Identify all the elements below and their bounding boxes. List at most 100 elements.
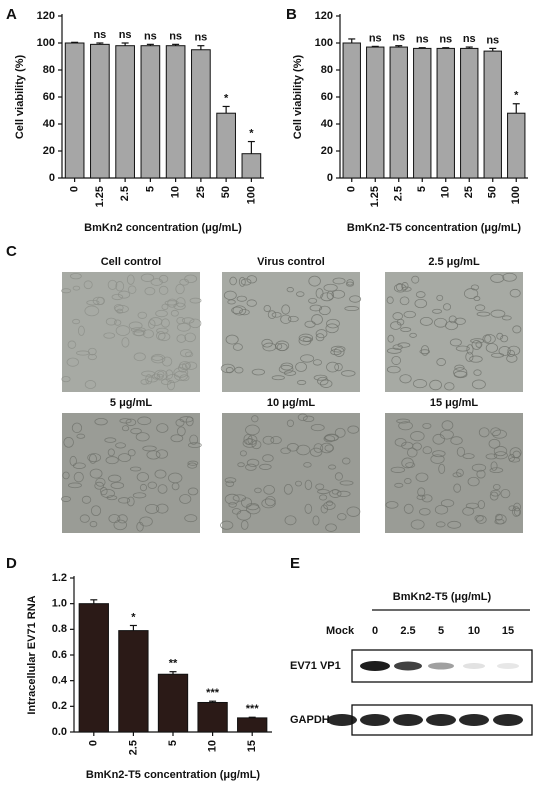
error-bar — [146, 43, 154, 46]
band — [459, 714, 489, 726]
cell — [473, 295, 481, 302]
blot-title: BmKn2-T5 (μg/mL) — [393, 591, 492, 603]
cell — [512, 506, 521, 517]
cell — [189, 297, 202, 304]
cell — [312, 515, 320, 526]
cell — [403, 503, 414, 514]
cell — [422, 422, 432, 429]
cell — [315, 329, 328, 339]
error-bar — [395, 45, 403, 48]
x-tick-label: 0 — [346, 186, 358, 192]
cell — [312, 359, 323, 366]
cell — [189, 318, 202, 329]
cell — [435, 521, 446, 528]
cell — [175, 297, 186, 308]
band — [360, 661, 390, 671]
x-tick-label: 25 — [195, 186, 207, 198]
cell — [70, 273, 82, 280]
cell — [185, 351, 194, 358]
bar — [140, 45, 161, 179]
cell — [108, 474, 122, 483]
cell — [61, 496, 72, 502]
cell — [300, 354, 315, 363]
cell — [330, 345, 346, 353]
cell — [118, 497, 131, 504]
cell — [68, 482, 82, 489]
significance: ns — [392, 32, 405, 44]
cell — [466, 344, 474, 355]
lane-label: 0 — [372, 625, 378, 637]
cell — [492, 483, 501, 491]
cell — [108, 514, 121, 524]
cell — [264, 495, 276, 507]
cell — [295, 480, 302, 487]
cell — [387, 334, 395, 343]
cell — [130, 327, 146, 333]
cell — [156, 423, 169, 433]
cell — [126, 274, 135, 285]
cell — [113, 304, 124, 312]
cell — [317, 376, 329, 386]
cell — [488, 438, 501, 449]
cell — [394, 438, 407, 447]
y-tick-label: 0.0 — [52, 726, 67, 738]
y-tick-label: 20 — [43, 145, 55, 157]
cell — [76, 350, 90, 356]
cell — [236, 509, 252, 521]
cell — [90, 505, 102, 517]
significance: ns — [169, 30, 182, 42]
cell — [176, 426, 186, 437]
cell — [125, 418, 137, 427]
cell — [432, 450, 446, 458]
micrograph-label: Cell control — [101, 256, 162, 268]
cell — [184, 274, 198, 284]
cell — [414, 298, 428, 309]
cell — [240, 520, 249, 530]
cell — [469, 355, 483, 363]
error-bar — [71, 41, 79, 43]
cell — [116, 308, 124, 314]
significance: ns — [463, 33, 476, 45]
bar — [507, 112, 526, 179]
bar — [216, 112, 236, 179]
bar — [157, 673, 189, 733]
y-tick-label: 0 — [327, 172, 333, 184]
cell — [334, 363, 343, 372]
cell — [159, 274, 169, 283]
cell — [467, 476, 480, 487]
bar — [342, 42, 361, 179]
cell — [496, 332, 504, 340]
cell — [239, 450, 247, 457]
panel-label: E — [290, 555, 300, 572]
cell — [238, 276, 246, 287]
y-axis-title: Intracellular EV71 RNA — [26, 595, 38, 714]
cell — [444, 382, 455, 391]
cell — [156, 503, 169, 514]
cell — [475, 515, 487, 524]
x-tick-label: 15 — [246, 740, 258, 752]
cell — [67, 340, 77, 349]
cell — [456, 468, 464, 478]
cell — [128, 321, 143, 330]
cell — [165, 374, 181, 383]
cell — [231, 306, 243, 314]
cell — [317, 489, 330, 495]
error-bar — [348, 38, 356, 43]
cell — [179, 494, 192, 504]
significance: ns — [144, 30, 157, 42]
cell — [323, 435, 336, 443]
cell — [311, 314, 323, 325]
band — [428, 662, 454, 670]
significance: ns — [194, 32, 207, 44]
cell — [155, 309, 168, 318]
cell — [143, 329, 154, 339]
cell — [325, 523, 337, 532]
cell — [500, 488, 511, 499]
cell — [471, 340, 482, 350]
cell — [242, 438, 257, 448]
bar — [90, 43, 110, 179]
cell — [246, 275, 258, 284]
cell — [77, 325, 85, 336]
cell — [403, 310, 416, 319]
